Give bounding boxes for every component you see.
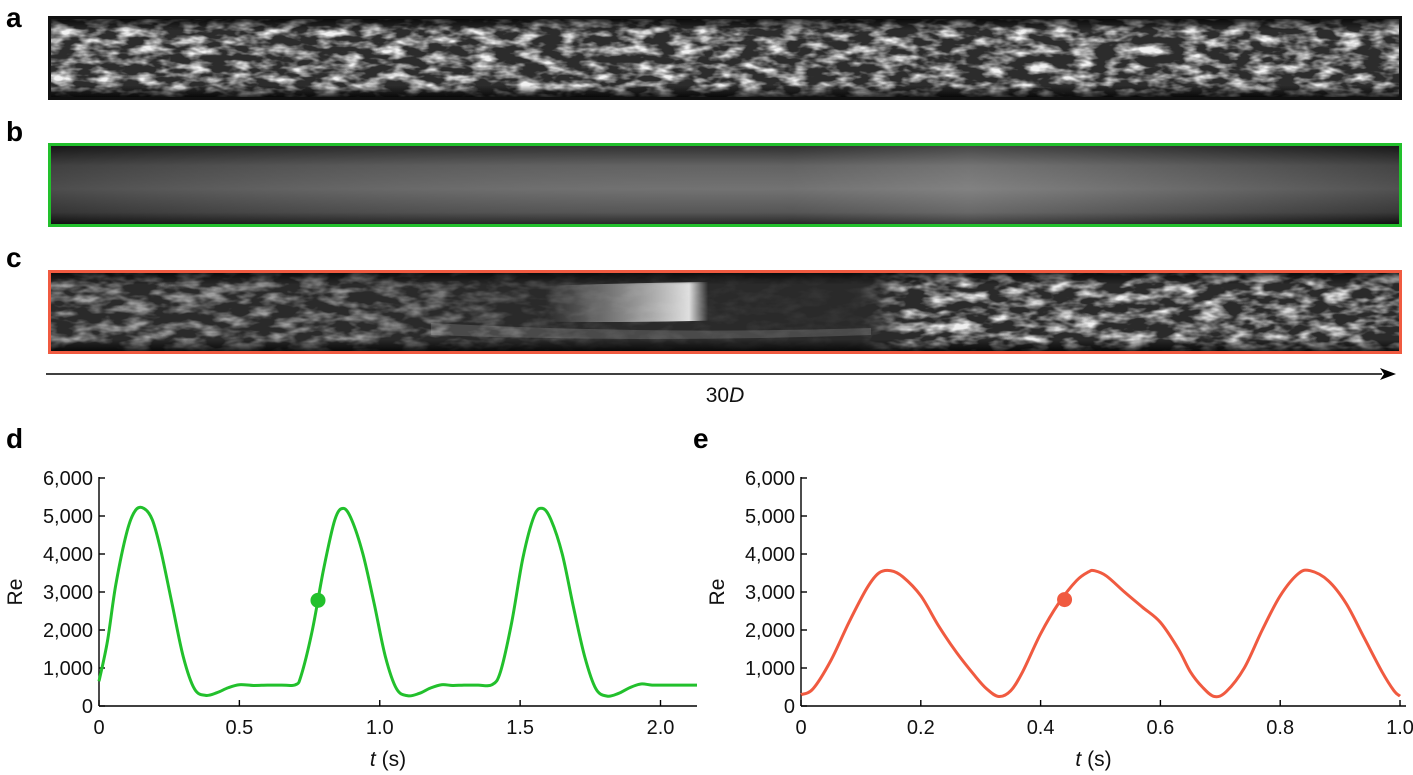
x-axis-title-var: t bbox=[370, 748, 377, 771]
length-label: 30D bbox=[640, 384, 810, 408]
panel-label-e: e bbox=[693, 423, 709, 454]
x-tick-label: 0.2 bbox=[907, 717, 935, 739]
x-tick-label: 1.0 bbox=[366, 717, 394, 739]
series-line bbox=[97, 505, 697, 698]
x-tick-label: 0.6 bbox=[1146, 717, 1174, 739]
x-axis-title: t (s) bbox=[370, 748, 406, 771]
y-tick-label: 6,000 bbox=[745, 468, 795, 490]
y-tick-label: 4,000 bbox=[43, 544, 93, 566]
y-axis-title: Re bbox=[4, 579, 27, 606]
y-tick-label: 5,000 bbox=[43, 506, 93, 528]
panel-label-d: d bbox=[6, 423, 24, 454]
flow-image-c bbox=[48, 270, 1402, 354]
x-tick-label: 0.4 bbox=[1027, 717, 1055, 739]
x-tick-label: 1.5 bbox=[506, 717, 534, 739]
x-tick-label: 2.0 bbox=[647, 717, 675, 739]
chart-e: 0 1,000 2,000 3,000 4,000 5,000 6,000 0 0.2 0.4 0.… bbox=[706, 468, 1413, 771]
x-tick-label: 1.0 bbox=[1386, 717, 1413, 739]
panel-label-a: a bbox=[6, 2, 22, 33]
marker-point bbox=[1057, 592, 1073, 608]
length-arrow bbox=[46, 368, 1396, 380]
y-tick-label: 5,000 bbox=[745, 506, 795, 528]
y-tick-label: 0 bbox=[784, 696, 795, 718]
y-tick-label: 2,000 bbox=[43, 620, 93, 642]
y-axis-title: Re bbox=[706, 579, 729, 606]
y-tick-label: 0 bbox=[82, 696, 93, 718]
y-tick-label: 3,000 bbox=[745, 582, 795, 604]
y-tick-label: 6,000 bbox=[43, 468, 93, 490]
flow-image-a bbox=[48, 16, 1402, 100]
series-line bbox=[800, 568, 1402, 699]
marker-point bbox=[310, 592, 326, 608]
y-tick-label: 1,000 bbox=[745, 658, 795, 680]
length-value: 30 bbox=[705, 384, 730, 407]
y-tick-label: 1,000 bbox=[43, 658, 93, 680]
y-tick-label: 2,000 bbox=[745, 620, 795, 642]
x-axis-title-unit: (s) bbox=[376, 748, 406, 771]
x-tick-label: 0 bbox=[93, 717, 104, 739]
flow-image-b bbox=[48, 143, 1402, 227]
x-tick-label: 0.8 bbox=[1266, 717, 1294, 739]
x-axis-title-var: t bbox=[1075, 748, 1082, 771]
length-unit-italic: D bbox=[729, 384, 745, 407]
x-tick-label: 0 bbox=[795, 717, 806, 739]
x-axis-title: t (s) bbox=[1075, 748, 1111, 771]
y-tick-label: 3,000 bbox=[43, 582, 93, 604]
panel-label-b: b bbox=[6, 116, 24, 147]
x-axis-title-unit: (s) bbox=[1081, 748, 1111, 771]
panel-label-c: c bbox=[6, 242, 22, 273]
y-tick-label: 4,000 bbox=[745, 544, 795, 566]
chart-d: 0 1,000 2,000 3,000 4,000 5,000 6,000 0 0.5 1.0 1.… bbox=[4, 468, 697, 771]
x-tick-label: 0.5 bbox=[225, 717, 253, 739]
